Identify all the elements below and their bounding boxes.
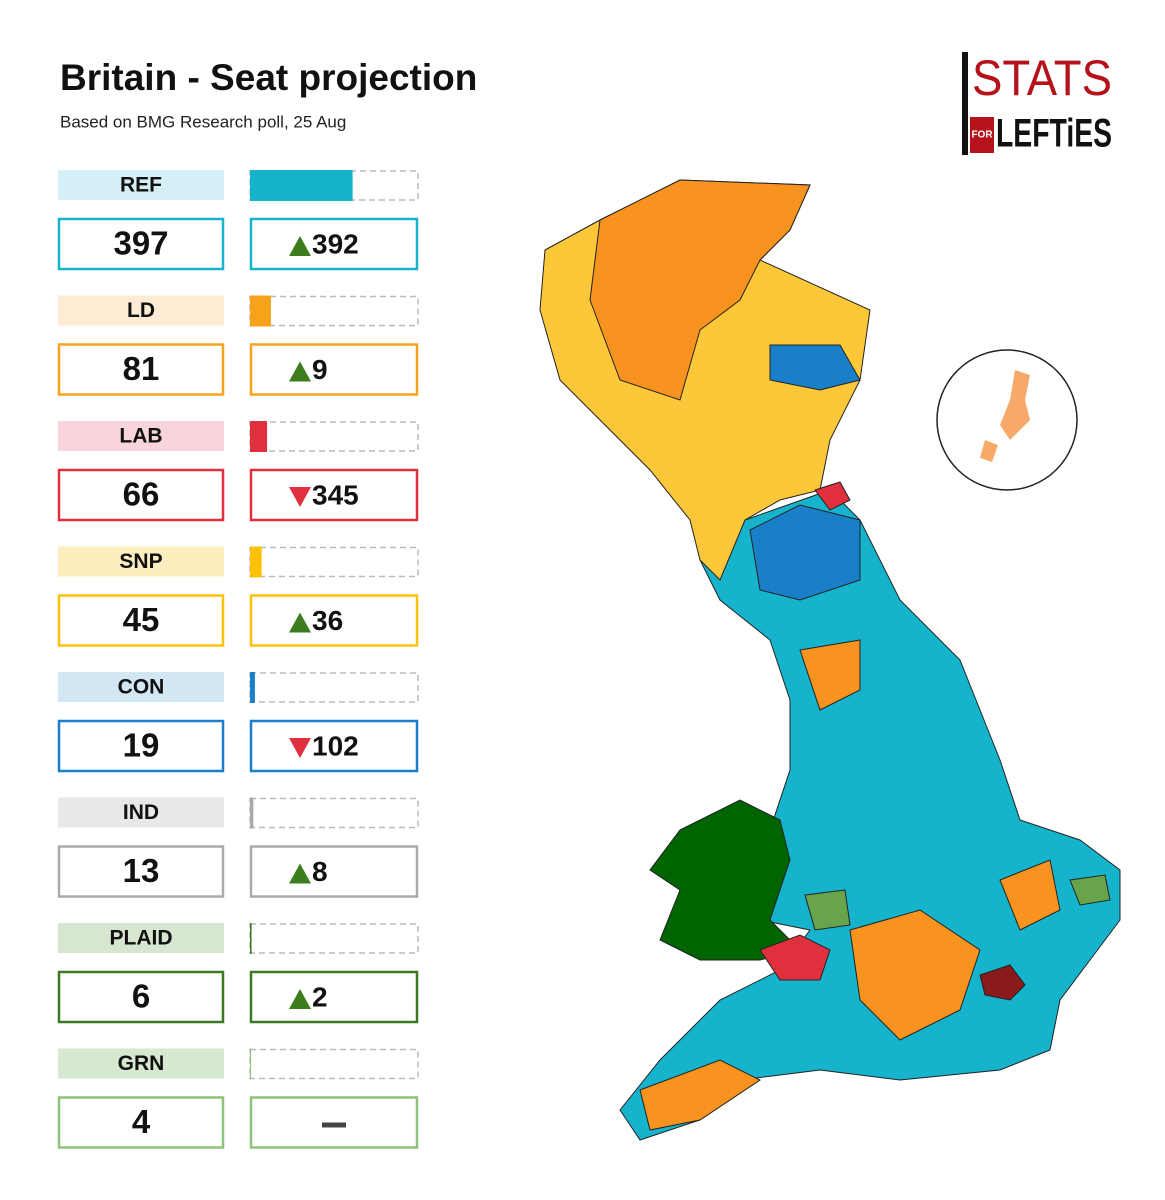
logo-bar — [962, 52, 968, 155]
map — [539, 179, 1121, 1141]
bar-frame — [249, 923, 419, 954]
chart-title: Britain - Seat projection — [60, 57, 477, 98]
map-region — [849, 909, 981, 1041]
party-label: CON — [118, 676, 165, 699]
bar — [250, 797, 254, 829]
change-label: 345 — [312, 479, 359, 510]
change-box — [249, 594, 419, 647]
bar — [250, 1048, 252, 1080]
seat-box — [57, 594, 225, 647]
seat-count: 397 — [113, 225, 168, 262]
map-region — [649, 799, 801, 961]
seat-box — [57, 719, 225, 773]
map-region — [814, 481, 851, 511]
seat-count: 19 — [123, 727, 160, 764]
change-box — [249, 970, 419, 1024]
map-region — [639, 1059, 761, 1131]
bar-frame — [249, 421, 419, 452]
arrow-up — [289, 236, 311, 256]
inset-circle — [936, 349, 1078, 491]
party-label-box — [58, 672, 224, 702]
arrow-down — [289, 487, 311, 507]
map-region — [804, 889, 851, 931]
seat-box — [57, 970, 225, 1024]
bar — [250, 923, 252, 954]
seat-box — [57, 343, 225, 396]
map-region — [769, 344, 861, 391]
bar — [250, 295, 271, 327]
map-region — [979, 964, 1026, 1001]
change-box — [249, 468, 419, 522]
party-label: GRN — [118, 1052, 165, 1075]
seat-count: 66 — [123, 476, 160, 513]
logo-box — [970, 117, 994, 153]
bar — [250, 672, 255, 703]
bar — [250, 421, 268, 452]
party-label: PLAID — [110, 927, 173, 950]
seat-box — [57, 1096, 225, 1149]
change-box — [249, 719, 419, 773]
seat-count: 6 — [132, 978, 150, 1015]
arrow-up — [289, 612, 311, 633]
map-region — [589, 179, 811, 401]
map-region — [1069, 874, 1111, 906]
map-region — [759, 934, 831, 981]
arrow-up — [289, 989, 311, 1009]
party-label-box — [58, 1048, 224, 1079]
map-region — [1000, 370, 1030, 440]
bar-frame — [249, 797, 419, 829]
logo-text: STATS — [972, 50, 1112, 106]
arrow-up — [289, 361, 311, 382]
arrow-up — [289, 863, 311, 884]
seat-box — [57, 468, 225, 522]
seat-box — [57, 217, 225, 271]
party-label-box — [58, 797, 224, 828]
change-label: 9 — [312, 354, 328, 385]
seat-count: 81 — [123, 350, 160, 387]
seat-count: 4 — [132, 1103, 151, 1140]
logo-text: LEFTiES — [996, 112, 1112, 156]
map-region — [749, 504, 861, 601]
change-box — [249, 217, 419, 271]
bar — [250, 546, 262, 578]
map-region — [999, 859, 1061, 931]
seat-count: 13 — [123, 852, 160, 889]
change-label: 8 — [312, 856, 328, 887]
change-label: 392 — [312, 228, 359, 259]
seat-box — [57, 845, 225, 898]
party-label: LAB — [119, 425, 162, 448]
bar-frame — [249, 546, 419, 578]
change-label: 102 — [312, 730, 359, 761]
party-label: LD — [127, 299, 155, 322]
change-box — [249, 845, 419, 898]
party-label-box — [58, 421, 224, 451]
bar-frame — [249, 1048, 419, 1080]
party-label-box — [58, 546, 224, 577]
change-box — [249, 343, 419, 396]
party-label-box — [58, 170, 224, 200]
map-region — [619, 489, 1121, 1141]
party-label-box — [58, 295, 224, 326]
bar — [250, 170, 353, 201]
bar-frame — [249, 672, 419, 703]
logo: STATS FOR LEFTiES — [962, 50, 1112, 156]
change-label: 36 — [312, 605, 343, 636]
party-label: IND — [123, 801, 159, 824]
party-label: SNP — [119, 550, 162, 573]
map-region — [799, 639, 861, 711]
chart-subtitle: Based on BMG Research poll, 25 Aug — [60, 112, 346, 131]
map-region — [980, 440, 998, 462]
change-label: 2 — [312, 981, 328, 1012]
seat-count: 45 — [123, 601, 160, 638]
logo-text: FOR — [971, 130, 993, 141]
party-label: REF — [120, 174, 162, 197]
no-change — [322, 1122, 346, 1128]
bar-frame — [249, 295, 419, 327]
arrow-down — [289, 738, 311, 758]
party-label-box — [58, 923, 224, 953]
